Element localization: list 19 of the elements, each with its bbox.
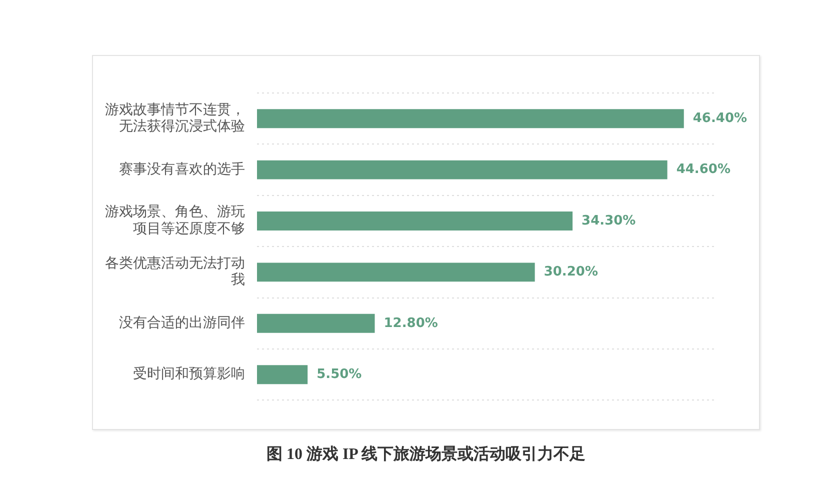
bar: [257, 160, 668, 180]
data-label: 12.80%: [384, 316, 438, 331]
text: 图 10 游戏 IP 线下旅游场景或活动吸引力不足: [265, 444, 587, 465]
bar: [257, 314, 375, 333]
data-label: 46.40%: [692, 110, 748, 126]
y-tick-label: 游戏故事情节不连贯，无法获得沉浸式体验: [105, 102, 245, 135]
y-tick-label: 各类优惠活动无法打动我: [105, 255, 245, 288]
bar: [257, 109, 684, 128]
data-label: 34.30%: [582, 213, 636, 228]
bar: [257, 365, 308, 384]
data-label: 30.20%: [544, 264, 598, 280]
y-tick-label: 游戏场景、角色、游玩项目等还原度不够: [105, 204, 245, 238]
bar: [257, 262, 535, 282]
y-tick-label: 没有合适的出游同伴: [119, 315, 245, 332]
data-label: 44.60%: [676, 162, 730, 178]
y-tick-label: 赛事没有喜欢的选手: [119, 161, 245, 178]
bar: [257, 212, 573, 230]
y-tick-label: 受时间和预算影响: [133, 366, 245, 382]
data-label: 5.50%: [316, 366, 362, 382]
